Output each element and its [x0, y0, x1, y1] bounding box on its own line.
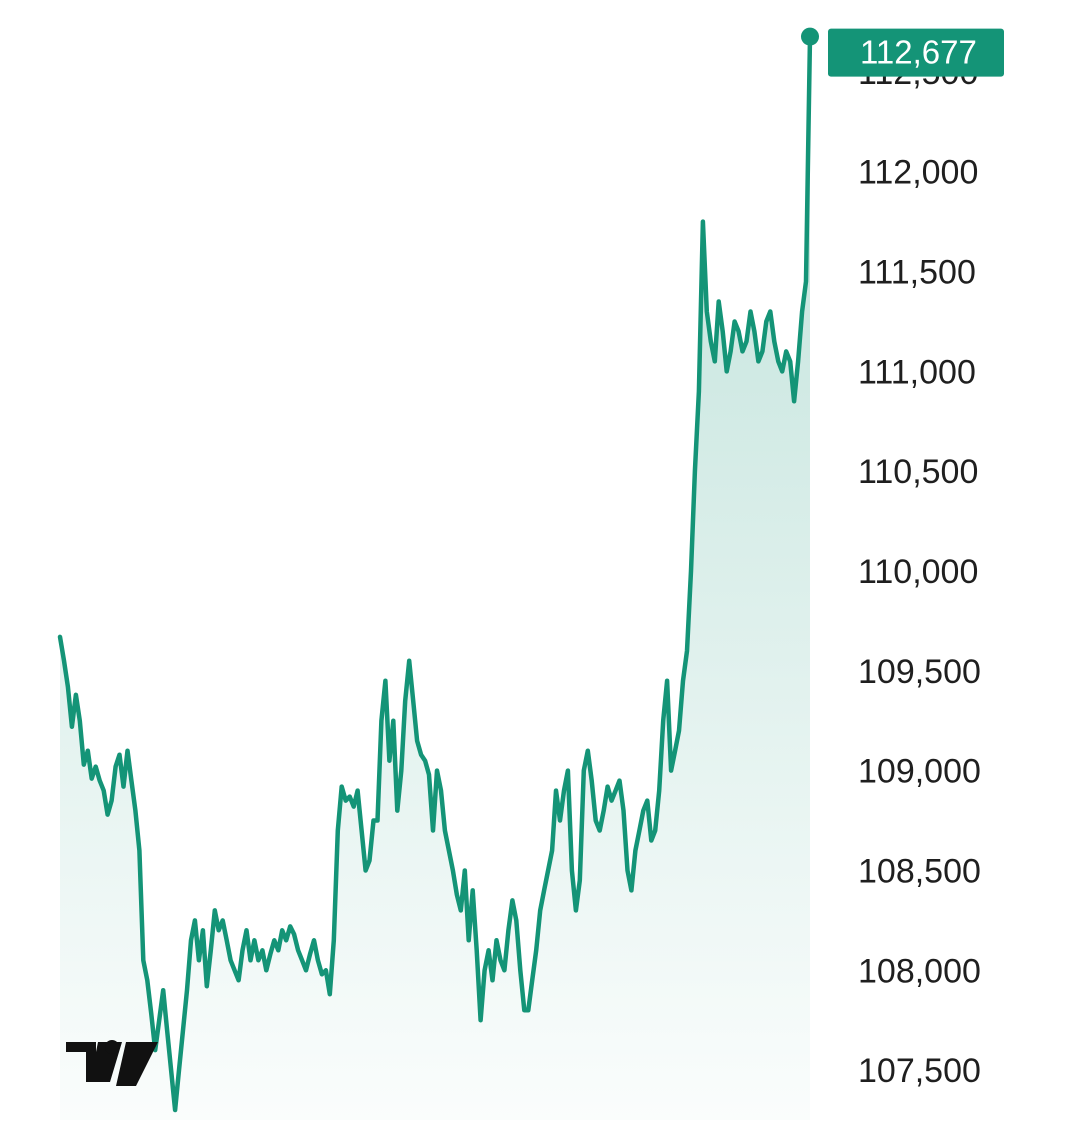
- y-tick-label: 108,000: [858, 952, 981, 990]
- y-tick-label: 110,500: [858, 453, 978, 491]
- area-fill: [60, 36, 810, 1121]
- y-tick-label: 109,000: [858, 753, 981, 791]
- last-price-label: 112,677: [860, 34, 977, 71]
- y-tick-label: 112,000: [858, 154, 978, 192]
- price-area-fill: [60, 36, 810, 1121]
- y-tick-label: 110,000: [858, 553, 978, 591]
- tradingview-logo-icon: [66, 1040, 158, 1086]
- y-tick-label: 107,500: [858, 1052, 981, 1090]
- last-price-marker: 112,677: [801, 27, 1004, 77]
- price-line-series: [57, 34, 813, 1113]
- y-axis: 112,500112,000111,500111,000110,500110,0…: [858, 54, 981, 1090]
- y-tick-label: 111,500: [858, 254, 976, 292]
- last-price-dot: [801, 27, 819, 46]
- last-price-badge: [828, 28, 1004, 77]
- series-line: [57, 34, 813, 1113]
- y-tick-label: 109,500: [858, 653, 981, 691]
- y-tick-label: 108,500: [858, 853, 981, 891]
- y-tick-label: 111,000: [858, 353, 976, 391]
